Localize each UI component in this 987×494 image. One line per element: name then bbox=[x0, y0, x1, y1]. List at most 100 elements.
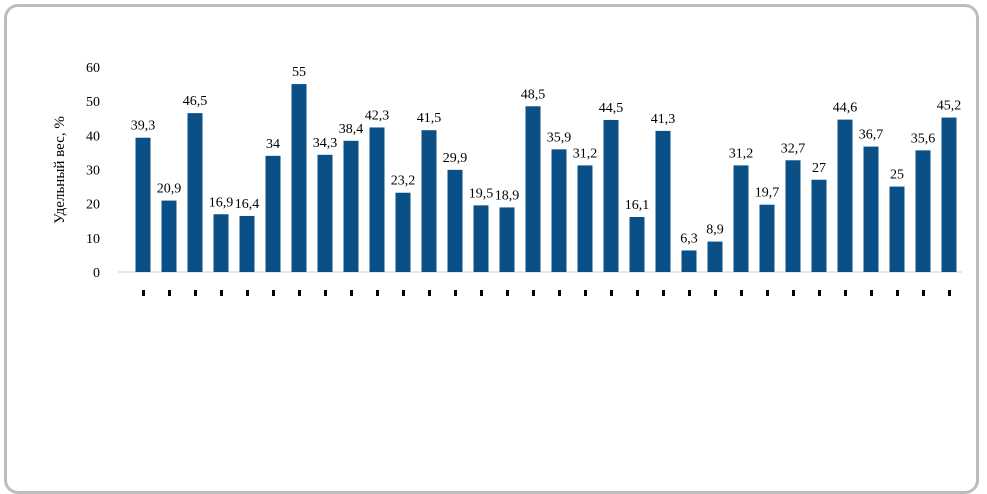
category-tick bbox=[870, 290, 873, 296]
bar bbox=[759, 204, 775, 272]
category-tick bbox=[350, 290, 353, 296]
bar bbox=[421, 130, 437, 272]
bar bbox=[655, 130, 671, 272]
category-tick bbox=[766, 290, 769, 296]
category-tick bbox=[480, 290, 483, 296]
bar bbox=[603, 119, 619, 272]
bar bbox=[343, 140, 359, 272]
y-tick-label: 20 bbox=[86, 198, 100, 213]
value-label: 19,5 bbox=[469, 186, 494, 201]
value-label: 46,5 bbox=[183, 94, 208, 109]
bar bbox=[707, 241, 723, 272]
category-tick bbox=[402, 290, 405, 296]
category-tick bbox=[272, 290, 275, 296]
category-tick bbox=[792, 290, 795, 296]
y-tick-label: 0 bbox=[93, 266, 100, 281]
bar bbox=[889, 186, 905, 272]
bar bbox=[499, 207, 515, 272]
category-ticks bbox=[142, 290, 951, 296]
bar bbox=[629, 216, 645, 272]
value-label: 34,3 bbox=[313, 136, 338, 151]
value-label: 31,2 bbox=[573, 146, 598, 161]
y-tick-label: 30 bbox=[86, 164, 100, 179]
bar bbox=[525, 106, 541, 273]
bar bbox=[941, 117, 957, 272]
value-label: 20,9 bbox=[157, 182, 182, 197]
category-tick bbox=[324, 290, 327, 296]
bar bbox=[577, 165, 593, 272]
category-tick bbox=[220, 290, 223, 296]
category-tick bbox=[714, 290, 717, 296]
bar bbox=[551, 149, 567, 272]
value-label: 35,6 bbox=[911, 131, 936, 146]
category-tick bbox=[194, 290, 197, 296]
value-label: 18,9 bbox=[495, 188, 520, 203]
value-label: 55 bbox=[292, 65, 306, 80]
value-label: 23,2 bbox=[391, 174, 416, 189]
category-tick bbox=[636, 290, 639, 296]
category-tick bbox=[610, 290, 613, 296]
y-tick-label: 50 bbox=[86, 95, 100, 110]
category-tick bbox=[506, 290, 509, 296]
bar bbox=[447, 169, 463, 272]
value-label: 42,3 bbox=[365, 108, 390, 123]
bar bbox=[395, 192, 411, 272]
bar bbox=[733, 165, 749, 272]
category-tick bbox=[740, 290, 743, 296]
bar bbox=[369, 127, 385, 272]
bar-chart: Удельный вес, % 0 10 20 30 40 50 60 39,3 20,9 46… bbox=[52, 61, 962, 296]
category-tick bbox=[558, 290, 561, 296]
value-label: 35,9 bbox=[547, 130, 572, 145]
value-label: 38,4 bbox=[339, 122, 364, 137]
bar bbox=[785, 160, 801, 272]
bar bbox=[213, 214, 229, 272]
category-tick bbox=[246, 290, 249, 296]
bar bbox=[837, 119, 853, 272]
value-label: 29,9 bbox=[443, 151, 468, 166]
value-label: 25 bbox=[890, 168, 904, 183]
category-tick bbox=[844, 290, 847, 296]
category-tick bbox=[818, 290, 821, 296]
category-tick bbox=[948, 290, 951, 296]
category-tick bbox=[428, 290, 431, 296]
value-label: 8,9 bbox=[706, 223, 724, 238]
bar bbox=[473, 205, 489, 272]
value-label: 39,3 bbox=[131, 119, 156, 134]
value-label: 31,2 bbox=[729, 146, 754, 161]
y-axis-ticks: 0 10 20 30 40 50 60 bbox=[86, 61, 100, 281]
bar bbox=[135, 137, 151, 272]
bar bbox=[811, 179, 827, 272]
bar bbox=[187, 113, 203, 272]
category-tick bbox=[376, 290, 379, 296]
bar bbox=[291, 84, 307, 272]
category-tick bbox=[896, 290, 899, 296]
value-label: 6,3 bbox=[680, 231, 698, 246]
value-labels: 39,3 20,9 46,5 16,9 16,4 34 55 34,338,442,3 23,2… bbox=[131, 65, 962, 246]
bar bbox=[863, 146, 879, 272]
value-label: 44,6 bbox=[833, 101, 858, 116]
value-label: 16,1 bbox=[625, 198, 650, 213]
y-tick-label: 60 bbox=[86, 61, 100, 76]
category-tick bbox=[922, 290, 925, 296]
y-tick-label: 10 bbox=[86, 232, 100, 247]
bar bbox=[317, 154, 333, 272]
value-label: 36,7 bbox=[859, 128, 884, 143]
value-label: 16,4 bbox=[235, 197, 260, 212]
value-label: 19,7 bbox=[755, 186, 780, 201]
bar bbox=[681, 250, 697, 272]
category-tick bbox=[298, 290, 301, 296]
value-label: 44,5 bbox=[599, 101, 624, 116]
category-tick bbox=[142, 290, 145, 296]
category-tick bbox=[584, 290, 587, 296]
value-label: 16,9 bbox=[209, 195, 234, 210]
bar bbox=[915, 150, 931, 272]
bar bbox=[265, 155, 281, 272]
value-label: 48,5 bbox=[521, 87, 546, 102]
bar bbox=[161, 200, 177, 272]
bars bbox=[135, 84, 957, 273]
category-tick bbox=[168, 290, 171, 296]
category-tick bbox=[662, 290, 665, 296]
category-tick bbox=[532, 290, 535, 296]
category-tick bbox=[688, 290, 691, 296]
value-label: 27 bbox=[812, 161, 826, 176]
